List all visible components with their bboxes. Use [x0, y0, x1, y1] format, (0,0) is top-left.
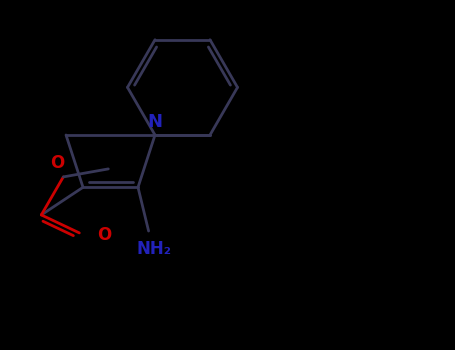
Text: O: O	[97, 226, 111, 244]
Text: NH₂: NH₂	[136, 240, 171, 258]
Text: O: O	[50, 154, 65, 172]
Text: N: N	[147, 113, 162, 131]
